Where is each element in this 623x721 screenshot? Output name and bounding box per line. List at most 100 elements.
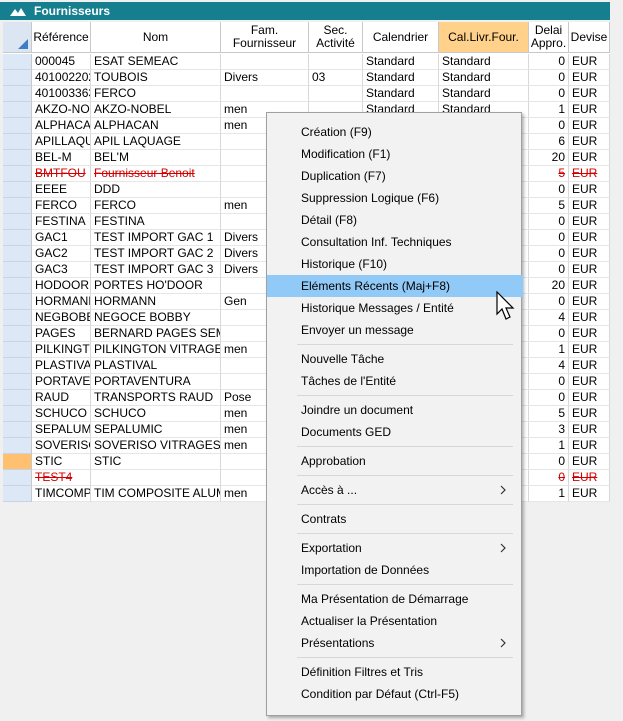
cell[interactable] xyxy=(309,54,363,70)
cell[interactable]: 5 xyxy=(529,406,569,422)
cell[interactable]: 20 xyxy=(529,278,569,294)
cell[interactable]: 0 xyxy=(529,326,569,342)
cell[interactable]: 401002202 xyxy=(32,70,91,86)
cell[interactable]: EUR xyxy=(569,406,610,422)
cell[interactable]: PORTAVEN xyxy=(32,374,91,390)
cell[interactable]: EUR xyxy=(569,374,610,390)
cell[interactable]: NEGOCE BOBBY xyxy=(91,310,221,326)
cell[interactable]: EUR xyxy=(569,470,610,486)
cell[interactable]: EUR xyxy=(569,390,610,406)
cell[interactable]: FERCO xyxy=(32,198,91,214)
cell[interactable]: EUR xyxy=(569,294,610,310)
cell[interactable]: GAC1 xyxy=(32,230,91,246)
menu-item[interactable]: Présentations xyxy=(267,632,523,654)
cell[interactable]: GAC3 xyxy=(32,262,91,278)
cell[interactable]: 5 xyxy=(529,198,569,214)
cell[interactable]: TEST IMPORT GAC 3 xyxy=(91,262,221,278)
cell[interactable]: 1 xyxy=(529,486,569,502)
menu-item[interactable]: Tâches de l'Entité xyxy=(267,370,523,392)
column-header[interactable]: Référence xyxy=(32,22,91,53)
cell[interactable]: FESTINA xyxy=(91,214,221,230)
cell[interactable]: BMTFOU xyxy=(32,166,91,182)
cell[interactable]: 1 xyxy=(529,438,569,454)
cell[interactable]: SEPALUMI xyxy=(32,422,91,438)
cell[interactable]: EUR xyxy=(569,262,610,278)
cell[interactable]: EUR xyxy=(569,166,610,182)
cell[interactable]: TEST IMPORT GAC 2 xyxy=(91,246,221,262)
cell[interactable]: RAUD xyxy=(32,390,91,406)
cell[interactable]: AKZO-NOBEL xyxy=(91,102,221,118)
cell[interactable]: FERCO xyxy=(91,86,221,102)
menu-item[interactable]: Contrats xyxy=(267,508,523,530)
cell[interactable]: PORTES HO'DOOR xyxy=(91,278,221,294)
cell[interactable]: SOVERISO VITRAGES xyxy=(91,438,221,454)
cell[interactable]: NEGBOBBY xyxy=(32,310,91,326)
column-header[interactable]: Fam. Fournisseur xyxy=(221,22,309,53)
cell[interactable]: EUR xyxy=(569,422,610,438)
cell[interactable]: Standard xyxy=(439,70,529,86)
cell[interactable] xyxy=(221,54,309,70)
cell[interactable]: DDD xyxy=(91,182,221,198)
cell[interactable]: 000045 xyxy=(32,54,91,70)
menu-item[interactable]: Détail (F8) xyxy=(267,209,523,231)
cell[interactable]: Standard xyxy=(439,86,529,102)
cell[interactable]: EUR xyxy=(569,150,610,166)
cell[interactable]: 6 xyxy=(529,134,569,150)
menu-item[interactable]: Définition Filtres et Tris xyxy=(267,661,523,683)
cell[interactable]: ALPHACAN xyxy=(32,118,91,134)
cell[interactable]: STIC xyxy=(32,454,91,470)
menu-item[interactable]: Nouvelle Tâche xyxy=(267,348,523,370)
cell[interactable] xyxy=(221,86,309,102)
cell[interactable]: 5 xyxy=(529,166,569,182)
cell[interactable]: 20 xyxy=(529,150,569,166)
cell[interactable]: Standard xyxy=(363,54,439,70)
menu-item[interactable]: Consultation Inf. Techniques xyxy=(267,231,523,253)
menu-item[interactable]: Approbation xyxy=(267,450,523,472)
cell[interactable]: 0 xyxy=(529,294,569,310)
cell[interactable]: 0 xyxy=(529,390,569,406)
column-header[interactable]: Sec. Activité xyxy=(309,22,363,53)
menu-item[interactable]: Suppression Logique (F6) xyxy=(267,187,523,209)
menu-item[interactable]: Importation de Données xyxy=(267,559,523,581)
cell[interactable]: 0 xyxy=(529,454,569,470)
cell[interactable]: BEL-M xyxy=(32,150,91,166)
cell[interactable]: 4 xyxy=(529,358,569,374)
menu-item[interactable]: Duplication (F7) xyxy=(267,165,523,187)
cell[interactable]: EUR xyxy=(569,214,610,230)
cell[interactable]: 0 xyxy=(529,86,569,102)
cell[interactable]: HORMANN xyxy=(32,294,91,310)
cell[interactable]: 0 xyxy=(529,246,569,262)
cell[interactable]: 0 xyxy=(529,54,569,70)
cell[interactable]: SCHUCO xyxy=(91,406,221,422)
cell[interactable]: TIM COMPOSITE ALUMINIUM xyxy=(91,486,221,502)
cell[interactable]: SCHUCO xyxy=(32,406,91,422)
cell[interactable]: Divers xyxy=(221,70,309,86)
cell[interactable]: 0 xyxy=(529,182,569,198)
menu-item[interactable]: Envoyer un message xyxy=(267,319,523,341)
cell[interactable]: Fournisseur Benoit xyxy=(91,166,221,182)
cell[interactable]: Standard xyxy=(439,54,529,70)
cell[interactable]: BEL'M xyxy=(91,150,221,166)
cell[interactable]: GAC2 xyxy=(32,246,91,262)
cell[interactable]: FERCO xyxy=(91,198,221,214)
cell[interactable]: PLASTIVAL xyxy=(91,358,221,374)
cell[interactable]: EUR xyxy=(569,342,610,358)
menu-item[interactable]: Documents GED xyxy=(267,421,523,443)
cell[interactable]: EUR xyxy=(569,102,610,118)
cell[interactable]: FESTINA xyxy=(32,214,91,230)
cell[interactable]: TEST4 xyxy=(32,470,91,486)
cell[interactable]: 0 xyxy=(529,470,569,486)
cell[interactable]: 401003363 xyxy=(32,86,91,102)
menu-item[interactable]: Modification (F1) xyxy=(267,143,523,165)
cell[interactable]: EUR xyxy=(569,246,610,262)
cell[interactable]: EUR xyxy=(569,326,610,342)
cell[interactable] xyxy=(309,86,363,102)
cell[interactable]: EUR xyxy=(569,438,610,454)
cell[interactable]: EUR xyxy=(569,70,610,86)
cell[interactable]: PILKINGTON xyxy=(32,342,91,358)
column-header[interactable]: Delai Appro. xyxy=(529,22,569,53)
cell[interactable]: 0 xyxy=(529,214,569,230)
cell[interactable]: EUR xyxy=(569,310,610,326)
cell[interactable]: TOUBOIS xyxy=(91,70,221,86)
cell[interactable]: EUR xyxy=(569,198,610,214)
